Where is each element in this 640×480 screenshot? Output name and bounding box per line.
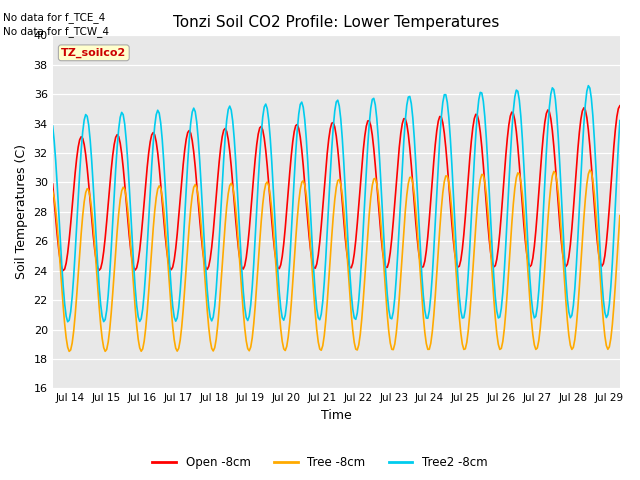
Line: Tree2 -8cm: Tree2 -8cm xyxy=(52,85,620,322)
Open -8cm xyxy=(74,144,82,150)
Open -8cm xyxy=(304,218,312,224)
Tree -8cm xyxy=(444,173,451,179)
Open -8cm xyxy=(60,268,67,274)
Tree2 -8cm xyxy=(465,270,472,276)
Tree -8cm xyxy=(304,207,312,213)
Legend: Open -8cm, Tree -8cm, Tree2 -8cm: Open -8cm, Tree -8cm, Tree2 -8cm xyxy=(148,452,492,474)
Tree -8cm xyxy=(616,213,624,218)
Tree -8cm xyxy=(65,348,73,354)
Tree2 -8cm xyxy=(574,235,582,241)
Tree2 -8cm xyxy=(49,123,56,129)
Open -8cm xyxy=(444,162,451,168)
Y-axis label: Soil Temperatures (C): Soil Temperatures (C) xyxy=(15,144,28,279)
Text: TZ_soilco2: TZ_soilco2 xyxy=(61,48,127,58)
Text: No data for f_TCW_4: No data for f_TCW_4 xyxy=(3,26,109,37)
Tree2 -8cm xyxy=(584,83,592,88)
Line: Open -8cm: Open -8cm xyxy=(52,106,620,271)
Tree2 -8cm xyxy=(74,196,82,202)
Open -8cm xyxy=(616,103,624,108)
Tree -8cm xyxy=(49,188,56,194)
Open -8cm xyxy=(49,181,56,187)
Tree2 -8cm xyxy=(64,319,72,324)
Open -8cm xyxy=(465,174,472,180)
Tree2 -8cm xyxy=(304,159,312,165)
Tree2 -8cm xyxy=(444,99,451,105)
Title: Tonzi Soil CO2 Profile: Lower Temperatures: Tonzi Soil CO2 Profile: Lower Temperatur… xyxy=(173,15,499,30)
Line: Tree -8cm: Tree -8cm xyxy=(52,170,620,351)
Tree -8cm xyxy=(202,287,209,293)
Tree2 -8cm xyxy=(202,265,209,271)
Tree -8cm xyxy=(574,305,582,311)
Open -8cm xyxy=(202,265,209,271)
Text: No data for f_TCE_4: No data for f_TCE_4 xyxy=(3,12,106,23)
Tree -8cm xyxy=(74,272,82,278)
X-axis label: Time: Time xyxy=(321,409,351,422)
Open -8cm xyxy=(574,146,582,152)
Tree -8cm xyxy=(465,327,472,333)
Tree2 -8cm xyxy=(616,118,624,123)
Tree -8cm xyxy=(586,167,594,173)
